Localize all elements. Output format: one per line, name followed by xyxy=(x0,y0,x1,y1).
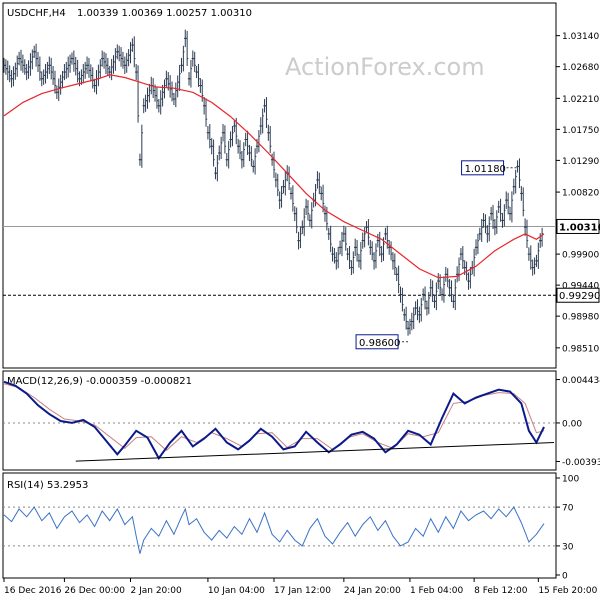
price-panel: ActionForex.com USDCHF,H4 1.00339 1.0036… xyxy=(2,2,600,369)
rsi-panel: RSI(14) 53.2953 100 70 30 0 xyxy=(2,472,579,582)
rsi-label: RSI(14) 53.2953 xyxy=(7,480,88,491)
time-tick-label: 1 Feb 04:00 xyxy=(410,586,464,596)
price-y-tick-label: 0.98510 xyxy=(562,344,599,354)
ohlc-label: 1.00339 1.00369 1.00257 1.00310 xyxy=(77,8,252,19)
macd-panel-frame xyxy=(2,370,557,471)
high-label: 1.01180 xyxy=(465,164,506,175)
price-y-tick-label: 1.03140 xyxy=(562,32,599,42)
time-tick-label: 26 Dec 00:00 xyxy=(64,586,125,596)
current-price-label: 1.00310 xyxy=(559,222,600,233)
time-axis: 16 Dec 2016 26 Dec 00:00 2 Jan 20:00 10 Jan… xyxy=(3,578,598,596)
high-marker: 1.01180 xyxy=(461,160,518,176)
macd-trendline xyxy=(75,442,555,462)
time-tick-label: 24 Jan 20:00 xyxy=(344,586,401,596)
rsi-panel-frame xyxy=(2,472,557,579)
time-tick-label: 17 Jan 12:00 xyxy=(274,586,331,596)
price-y-tick-label: 0.98980 xyxy=(562,313,599,323)
macd-y-tick-label: 0.004434 xyxy=(562,376,600,386)
low-marker: 0.98600 xyxy=(355,334,409,350)
macd-panel: MACD(12,26,9) -0.000359 -0.000821 0.0044… xyxy=(2,370,600,471)
price-y-tick-label: 1.01290 xyxy=(562,157,599,167)
rsi-y-tick-label: 0 xyxy=(562,572,568,582)
time-tick-label: 15 Feb 20:00 xyxy=(538,586,597,596)
current-price-tag: 1.00310 xyxy=(556,218,600,234)
price-panel-frame xyxy=(2,2,557,369)
rsi-y-axis: 100 70 30 0 xyxy=(3,475,579,582)
symbol-label: USDCHF,H4 xyxy=(7,8,66,19)
moving-average-line xyxy=(3,74,545,279)
low-label: 0.98600 xyxy=(359,338,400,349)
price-y-tick-label: 0.99440 xyxy=(562,282,599,292)
macd-y-tick-label: 0.00 xyxy=(562,419,582,429)
rsi-line xyxy=(3,506,545,554)
rsi-y-tick-label: 30 xyxy=(562,542,574,552)
price-y-tick-label: 1.01750 xyxy=(562,126,599,136)
time-tick-label: 2 Jan 20:00 xyxy=(131,586,183,596)
support-level-label: 0.99290 xyxy=(559,291,600,302)
price-y-tick-label: 1.00820 xyxy=(562,189,599,199)
time-tick-label: 8 Feb 12:00 xyxy=(474,586,528,596)
rsi-y-tick-label: 100 xyxy=(562,475,579,485)
price-y-tick-label: 0.99900 xyxy=(562,251,599,261)
time-tick-label: 16 Dec 2016 xyxy=(4,586,62,596)
price-y-tick-label: 1.02680 xyxy=(562,63,599,73)
price-y-axis: 1.03140 1.02680 1.02210 1.01750 1.01290 1.008… xyxy=(556,32,599,354)
macd-line xyxy=(3,380,545,461)
rsi-y-tick-label: 70 xyxy=(562,504,574,514)
support-level-tag: 0.99290 xyxy=(556,287,600,303)
price-y-tick-label: 1.02210 xyxy=(562,95,599,105)
macd-y-tick-label: -0.003936 xyxy=(562,458,600,468)
macd-label: MACD(12,26,9) -0.000359 -0.000821 xyxy=(7,376,192,387)
macd-y-axis: 0.004434 0.00 -0.003936 xyxy=(556,376,600,468)
time-tick-label: 10 Jan 04:00 xyxy=(208,586,265,596)
price-bars xyxy=(2,29,544,336)
watermark: ActionForex.com xyxy=(285,53,485,81)
